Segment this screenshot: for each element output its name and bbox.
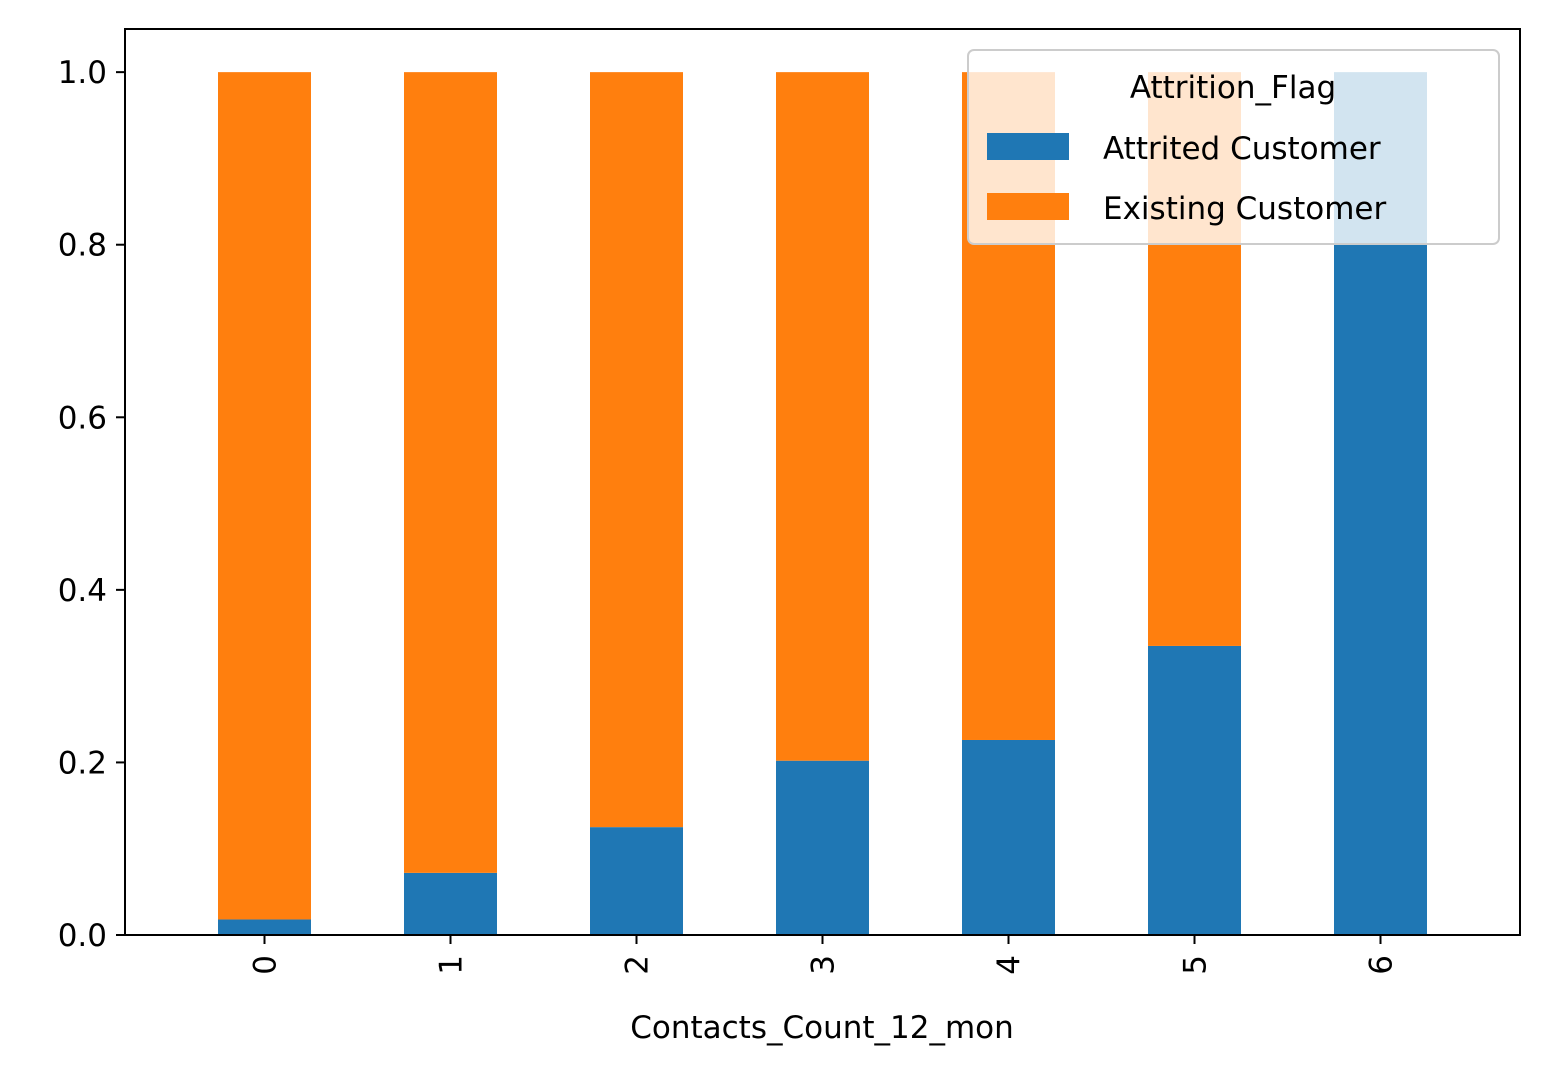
bar-existing-2 [590,72,683,828]
x-tick-label: 1 [434,955,470,975]
x-tick-label: 4 [992,955,1028,975]
bar-attrited-2 [590,827,683,935]
y-tick-label: 0.4 [58,573,107,609]
y-tick-label: 0.8 [58,228,107,264]
x-tick-label: 3 [806,955,842,975]
x-axis-label: Contacts_Count_12_mon [630,1010,1014,1046]
x-tick-label: 6 [1364,955,1400,975]
legend-title: Attrition_Flag [1130,70,1336,106]
bar-existing-3 [776,72,869,761]
y-tick-label: 0.2 [58,745,107,781]
y-tick-label: 0.0 [58,918,107,954]
y-axis: 0.0 0.2 0.4 0.6 0.8 1.0 [58,55,125,954]
legend-label-existing: Existing Customer [1103,191,1386,227]
x-axis: 0 1 2 3 4 5 6 [248,935,1400,975]
bars-group [218,72,1427,935]
bar-existing-0 [218,72,311,920]
bar-attrited-1 [404,872,497,935]
y-tick-label: 0.6 [58,400,107,436]
x-tick-label: 0 [248,955,284,975]
bar-attrited-5 [1148,645,1241,935]
x-tick-label: 5 [1178,955,1214,975]
x-tick-label: 2 [620,955,656,975]
legend-label-attrited: Attrited Customer [1103,131,1381,167]
legend-swatch-existing [987,193,1069,220]
legend-box [967,49,1500,245]
bar-attrited-3 [776,760,869,935]
legend: Attrition_Flag Attrited Customer Existin… [967,49,1500,245]
bar-attrited-4 [962,739,1055,935]
bar-existing-1 [404,72,497,873]
legend-swatch-attrited [987,133,1069,160]
y-tick-label: 1.0 [58,55,107,91]
bar-attrited-0 [218,919,311,935]
